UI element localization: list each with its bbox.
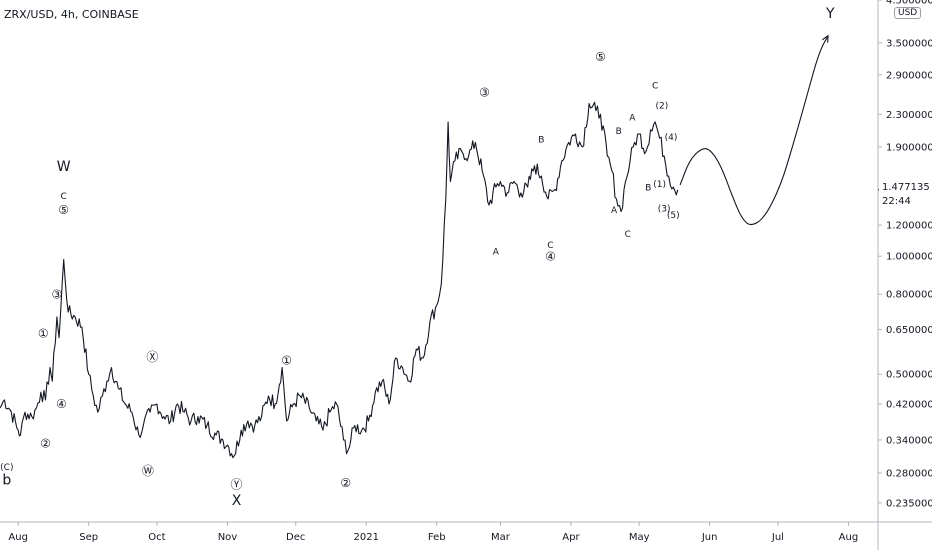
wave-label: A	[629, 113, 636, 123]
projection-curve	[679, 35, 829, 226]
wave-label: C	[547, 241, 553, 251]
wave-label: ④	[56, 397, 67, 411]
price-tick-label: 0.500000	[886, 370, 932, 381]
wave-label: A	[611, 206, 618, 216]
wave-label: ①	[38, 327, 49, 341]
price-line	[0, 101, 679, 459]
price-tick-label: 0.800000	[886, 290, 932, 301]
wave-label: (2)	[656, 101, 669, 111]
wave-label: W	[57, 159, 71, 175]
wave-label: B	[538, 135, 544, 145]
price-tick-label: 0.420000	[886, 399, 932, 410]
wave-label: ③	[51, 288, 62, 302]
wave-label: ⑤	[595, 50, 606, 64]
wave-label: (1)	[653, 180, 666, 190]
projection-path	[679, 34, 829, 226]
wave-label: C	[61, 192, 67, 202]
wave-label: ②	[40, 437, 51, 451]
price-axis[interactable]: 4.500000 3.500000 2.900000 2.300000 1.900000…	[877, 0, 932, 550]
bar-countdown: 22:44	[882, 196, 911, 207]
wave-label: ①	[281, 353, 292, 367]
time-tick-label: 2021	[353, 532, 378, 543]
price-tick-label: 3.500000	[886, 38, 932, 49]
wave-label: B	[616, 127, 622, 137]
wave-label: ⑤	[58, 203, 69, 217]
wave-label: (5)	[667, 211, 680, 221]
price-tick-label: 0.650000	[886, 325, 932, 336]
price-tick-label: 0.235000	[886, 498, 932, 509]
price-tick-label: 1.900000	[886, 142, 932, 153]
wave-label: Ⓦ	[142, 464, 154, 478]
time-axis[interactable]: Aug Sep Oct Nov Dec 2021 Feb Mar Apr May Jun Jul Aug	[0, 521, 932, 543]
wave-label: B	[645, 184, 651, 194]
currency-badge[interactable]: USD	[894, 7, 922, 19]
time-tick-label: Dec	[286, 532, 305, 543]
price-tick-label: 0.280000	[886, 469, 932, 480]
time-tick-label: Feb	[428, 532, 446, 543]
wave-label: ③	[479, 86, 490, 100]
time-tick-label: Aug	[8, 532, 28, 543]
time-tick-label: May	[629, 532, 650, 543]
time-tick-label: Nov	[218, 532, 238, 543]
wave-label: (3)	[658, 204, 671, 214]
wave-label: Ⓧ	[146, 350, 158, 364]
time-tick-label: Oct	[148, 532, 165, 543]
wave-label: ②	[340, 476, 351, 490]
time-tick-label: Mar	[491, 532, 511, 543]
time-tick-label: Aug	[839, 532, 859, 543]
wave-label: X	[232, 493, 242, 509]
projection-arrowhead	[821, 34, 829, 43]
time-tick-label: Apr	[562, 532, 580, 543]
last-price-tag: 1.477135 22:44	[879, 181, 932, 212]
chart-title: ZRX/USD, 4h, COINBASE	[4, 8, 139, 21]
wave-label: C	[625, 230, 631, 240]
wave-label: C	[652, 81, 658, 91]
price-tick-label: 0.340000	[886, 435, 932, 446]
wave-label: A	[493, 247, 500, 257]
time-tick-label: Sep	[79, 532, 98, 543]
time-tick-label: Jun	[701, 532, 718, 543]
wave-label: ④	[545, 249, 556, 263]
price-tick-label: 2.300000	[886, 110, 932, 121]
time-tick-label: Jul	[771, 532, 784, 543]
wave-label: Y	[825, 6, 835, 22]
last-price-value: 1.477135	[882, 182, 930, 193]
price-series	[0, 101, 679, 459]
price-tick-label: 2.900000	[886, 70, 932, 81]
price-tick-label: 1.200000	[886, 221, 932, 232]
price-tick-label: 1.000000	[886, 252, 932, 263]
wave-label: (4)	[665, 133, 678, 143]
wave-label: Ⓨ	[231, 477, 243, 491]
wave-label: (C)	[0, 463, 13, 473]
wave-label: b	[2, 472, 11, 488]
price-tick-label: 4.500000	[886, 0, 932, 7]
